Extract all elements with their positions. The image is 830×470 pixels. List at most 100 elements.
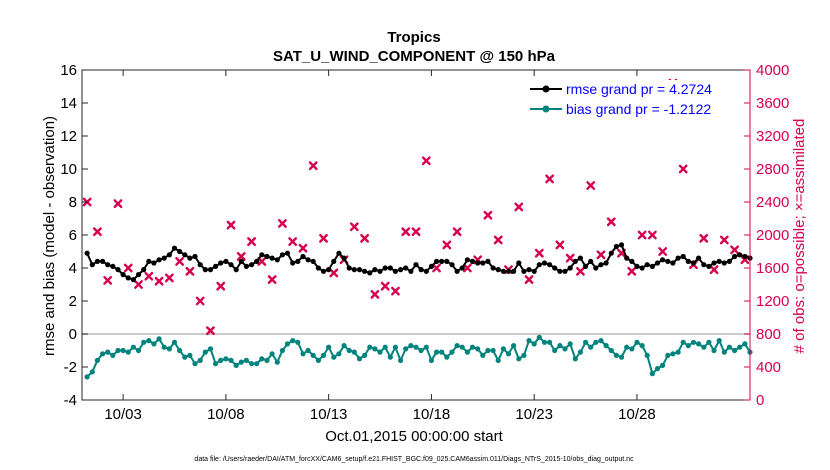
obs-marker-stroke [329,268,339,278]
rmse-point [454,268,460,274]
bias-point [588,344,594,350]
bias-point [665,352,671,358]
x-tick-label: 10/28 [618,406,656,423]
y-axis-label: rmse and bias (model - observation) [41,116,58,356]
bias-point [603,343,609,349]
bias-point [125,349,131,355]
obs-marker-stroke [576,266,585,276]
obs-marker [534,248,544,258]
bias-point [418,347,424,354]
obs-marker-stroke [401,227,411,237]
rmse-point [737,252,743,258]
bias-point [469,344,476,350]
rmse-point [439,258,445,264]
rmse-point [444,258,450,264]
obs-marker [103,275,113,285]
bias-point [392,344,398,350]
rmse-point [567,265,573,271]
bias-point [480,352,486,358]
legend-bias-label: bias grand pr = -1.2122 [566,101,711,117]
obs-marker-stroke [483,210,493,220]
legend-bias-marker [542,105,550,113]
bias-point [629,346,635,352]
bias-point [490,347,496,354]
rmse-point [377,268,383,274]
rmse-point [228,262,234,268]
bias-point [567,341,573,347]
rmse-point [269,255,275,261]
y-right-axis-ticks: 0 400 800 1200 1600 2000 2400 2800 3200 3600 4000 [744,62,789,409]
rmse-point [218,260,224,266]
bias-point [94,357,100,363]
y-tick-label: 0 [69,326,77,343]
bias-point [207,346,214,352]
bias-point [341,343,347,349]
rmse-point [315,265,321,271]
rmse-point [660,257,666,263]
bias-point [706,339,712,345]
data-file-footnote: data file: /Users/raeder/DAI/ATM_forcXX/… [194,456,634,463]
rmse-point [295,258,301,264]
bias-point [367,344,373,350]
rmse-point [213,263,219,269]
obs-marker-stroke [319,233,328,243]
bias-point [577,349,584,355]
bias-point [284,341,291,347]
y-right-tick-label: 2800 [756,161,789,178]
bias-point [526,338,532,344]
rmse-point [398,267,404,273]
bias-point [572,356,578,362]
rmse-point [346,265,352,271]
bias-point [485,347,491,354]
bias-point [449,349,455,355]
bias-point [249,361,255,367]
bias-point [243,357,249,363]
rmse-point [310,258,316,264]
x-tick-label: 10/13 [310,406,348,423]
rmse-point [243,263,249,269]
obs-marker [637,230,647,240]
rmse-point [654,260,661,266]
bias-point [141,339,147,345]
rmse-point [634,263,640,269]
bias-point [300,351,306,357]
obs-marker [401,227,411,237]
bias-point [177,347,183,354]
bias-point [218,357,224,363]
y-right-tick-label: 800 [756,326,781,343]
bias-point [696,341,702,347]
obs-marker-stroke [247,237,256,247]
rmse-point [382,265,388,271]
rmse-point [372,267,378,273]
rmse-point [341,255,347,261]
rmse-point [690,260,697,266]
y-axis-ticks: -4 -2 0 2 4 6 8 10 12 14 16 [60,62,88,409]
obs-marker-stroke [236,252,246,261]
y-tick-label: 8 [69,194,77,211]
bias-point [279,347,285,354]
bias-point [726,344,733,350]
obs-marker [576,266,585,276]
obs-marker [257,257,267,266]
rmse-point [449,262,455,268]
rmse-point [726,258,733,264]
rmse-point [495,267,501,273]
obs-marker-stroke [134,280,143,289]
obs-marker [699,233,709,243]
obs-marker [144,271,154,281]
rmse-point [274,257,280,263]
obs-marker-stroke [678,164,688,174]
obs-marker-stroke [493,235,503,245]
obs-marker-stroke [647,230,657,240]
obs-marker [349,222,359,232]
y-right-tick-label: 400 [756,359,781,376]
x-tick-label: 10/03 [104,406,142,423]
rmse-point [423,268,429,274]
bias-point [624,344,630,350]
bias-point [84,374,90,380]
obs-marker [658,247,668,256]
obs-marker-stroke [555,240,565,250]
obs-marker-stroke [719,235,729,245]
rmse-point [202,267,208,273]
obs-marker [524,275,534,284]
